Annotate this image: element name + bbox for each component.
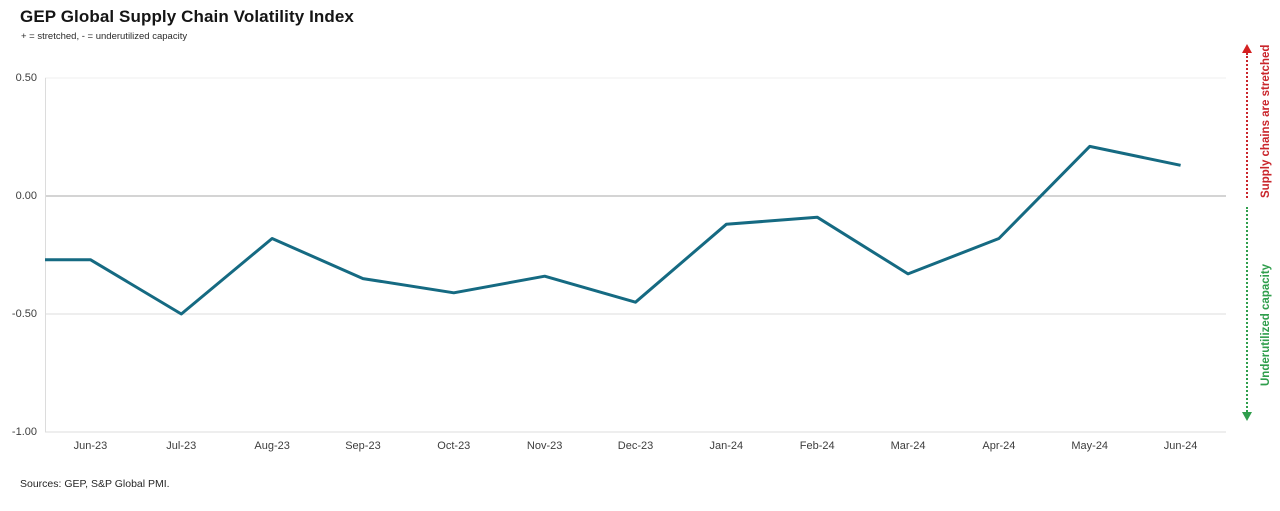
x-axis-label: Jun-24	[1163, 440, 1198, 452]
x-axis-label: Sep-23	[345, 440, 381, 452]
y-axis-label: 0.00	[15, 190, 37, 202]
x-axis-label: Dec-23	[617, 440, 654, 452]
plot-area	[45, 77, 1226, 433]
y-axis-label: 0.50	[15, 72, 37, 84]
x-axis-label: Mar-24	[890, 440, 926, 452]
chart-subtitle: + = stretched, - = underutilized capacit…	[21, 31, 188, 42]
x-axis: Jun-23 Jul-23 Aug-23 Sep-23 Oct-23 Nov-23 Dec-…	[45, 440, 1226, 456]
volatility-index-line	[45, 144, 1181, 316]
x-axis-label: Oct-23	[437, 440, 471, 452]
line-chart	[45, 77, 1226, 433]
x-axis-label: Apr-24	[982, 440, 1016, 452]
y-axis-label: -0.50	[11, 308, 37, 320]
underutilized-axis-label: Underutilized capacity	[1260, 263, 1272, 387]
stretched-dotted-arrow	[1246, 53, 1248, 198]
x-axis-label: Aug-23	[254, 440, 290, 452]
y-axis: 0.50 0.00 -0.50 -1.00	[0, 72, 37, 438]
stretched-axis-label: Supply chains are stretched	[1260, 44, 1272, 198]
x-axis-label: Feb-24	[799, 440, 835, 452]
source-note: Sources: GEP, S&P Global PMI.	[20, 478, 170, 490]
up-arrow-icon	[1242, 44, 1252, 53]
x-axis-label: Jul-23	[166, 440, 197, 452]
y-axis-label: -1.00	[11, 426, 37, 438]
x-axis-label: Jun-23	[73, 440, 108, 452]
down-arrow-icon	[1242, 412, 1252, 421]
x-axis-label: May-24	[1071, 440, 1109, 452]
x-axis-label: Jan-24	[709, 440, 744, 452]
x-axis-label: Nov-23	[526, 440, 563, 452]
chart-title: GEP Global Supply Chain Volatility Index	[20, 7, 354, 26]
underutilized-dotted-arrow	[1246, 207, 1248, 412]
